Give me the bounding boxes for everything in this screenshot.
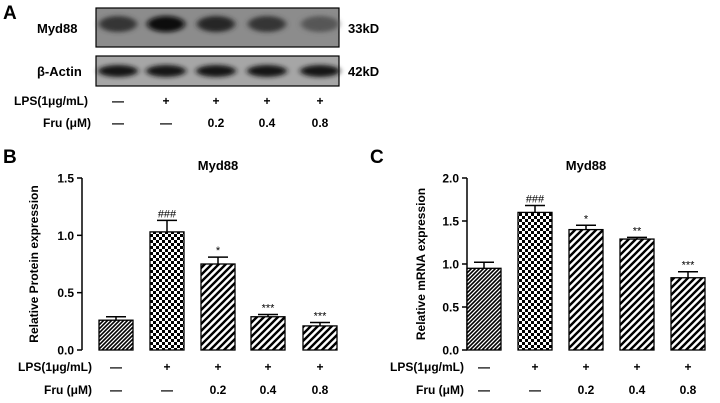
significance-label-2: ### xyxy=(526,194,545,206)
panel-b-letter: B xyxy=(3,147,17,168)
fru-value: — xyxy=(110,383,122,397)
actin-band-lane-5 xyxy=(300,65,340,77)
blot-myd88-bands xyxy=(99,16,339,32)
fru-value: — xyxy=(529,383,541,397)
panel-a-fru-value: 0.4 xyxy=(259,116,276,130)
bar-5 xyxy=(302,325,338,351)
y-tick-label: 1.0 xyxy=(442,258,459,272)
panel-a-lps-value: + xyxy=(162,94,169,108)
panel-a-letter: A xyxy=(3,3,17,24)
bar-2 xyxy=(517,211,553,351)
chart-c: Myd88 Relative mRNA expression 0.0 0.5 1.0 1.… xyxy=(390,158,706,397)
panel-c: C Myd88 Relative mRNA expression 0.0 0.5 1.0… xyxy=(370,147,706,397)
panel-b: B Myd88 Relative Protein expression 0.0 0.5… xyxy=(3,147,338,397)
panel-a-fru-value: — xyxy=(160,116,172,130)
significance-label-5: *** xyxy=(314,310,328,322)
panel-a-fru-value: — xyxy=(112,116,124,130)
bar-1 xyxy=(466,267,502,351)
bar-4 xyxy=(250,316,286,351)
lps-value: + xyxy=(684,360,691,374)
panel-a-lps-value: + xyxy=(316,94,323,108)
myd88-band-lane-5 xyxy=(301,16,339,32)
panel-a-lps-value: + xyxy=(263,94,270,108)
y-tick-label: 1.5 xyxy=(442,215,459,229)
panel-a-fru-value: 0.2 xyxy=(208,116,225,130)
fru-value: 0.2 xyxy=(210,383,227,397)
fru-row-label: Fru (μM) xyxy=(44,383,92,397)
lps-value: — xyxy=(478,360,490,374)
fru-value: 0.4 xyxy=(629,383,646,397)
significance-label-4: *** xyxy=(262,302,276,314)
significance-label-3: * xyxy=(584,213,589,225)
y-tick-label: 2.0 xyxy=(442,172,459,186)
significance-label-2: ### xyxy=(158,208,177,220)
significance-label-5: *** xyxy=(682,260,696,272)
lps-value: + xyxy=(214,360,221,374)
actin-band-lane-1 xyxy=(98,65,138,77)
lps-row-label: LPS(1μg/mL) xyxy=(18,360,92,374)
y-axis-label: Relative mRNA expression xyxy=(414,188,428,340)
lps-value: + xyxy=(531,360,538,374)
bar-4 xyxy=(619,238,655,351)
bar-2 xyxy=(149,231,185,351)
blot-actin-size-label: 42kD xyxy=(348,64,379,79)
panel-a-lps-label: LPS(1μg/mL) xyxy=(14,94,88,108)
significance-label-3: * xyxy=(216,245,221,257)
fru-row-label: Fru (μM) xyxy=(416,383,464,397)
panel-a: A Myd88 33kD β-Actin 42kD LPS(1μg/mL) Fr… xyxy=(3,3,379,130)
fru-value: — xyxy=(161,383,173,397)
bar-1 xyxy=(98,319,134,351)
myd88-band-lane-3 xyxy=(197,16,235,32)
bar-5 xyxy=(670,277,706,351)
y-tick-label: 1.5 xyxy=(57,172,74,186)
blot-myd88-protein-label: Myd88 xyxy=(37,21,77,36)
fru-value: — xyxy=(478,383,490,397)
lps-value: + xyxy=(264,360,271,374)
panel-a-fru-value: 0.8 xyxy=(312,116,329,130)
y-axis-label: Relative Protein expression xyxy=(27,185,41,342)
lps-value: + xyxy=(163,360,170,374)
actin-band-lane-4 xyxy=(247,65,287,77)
chart-b: Myd88 Relative Protein expression 0.0 0.5 1.… xyxy=(18,158,338,397)
panel-a-condition-values: — + + + + — — 0.2 0.4 0.8 xyxy=(112,94,329,130)
y-tick-label: 0.5 xyxy=(442,301,459,315)
actin-band-lane-3 xyxy=(196,65,236,77)
blot-actin-protein-label: β-Actin xyxy=(37,64,82,79)
bar-3 xyxy=(568,228,604,351)
y-tick-label: 0.0 xyxy=(57,344,74,358)
blot-actin-bands xyxy=(98,65,340,77)
lps-value: + xyxy=(633,360,640,374)
panel-a-lps-value: — xyxy=(112,94,124,108)
y-tick-label: 0.5 xyxy=(57,286,74,300)
myd88-band-lane-4 xyxy=(248,16,286,32)
blot-myd88: Myd88 33kD xyxy=(37,7,379,48)
bar-3 xyxy=(200,263,236,351)
panel-a-fru-label: Fru (μM) xyxy=(43,116,91,130)
myd88-band-lane-1 xyxy=(99,16,137,32)
chart-title: Myd88 xyxy=(198,158,238,173)
panel-c-letter: C xyxy=(370,147,384,168)
myd88-band-lane-2 xyxy=(147,16,185,32)
fru-value: 0.4 xyxy=(260,383,277,397)
chart-title: Myd88 xyxy=(566,158,606,173)
fru-value: 0.8 xyxy=(680,383,697,397)
actin-band-lane-2 xyxy=(146,65,186,77)
lps-value: + xyxy=(316,360,323,374)
blot-actin: β-Actin 42kD xyxy=(37,55,379,87)
lps-value: — xyxy=(110,360,122,374)
y-tick-label: 0.0 xyxy=(442,344,459,358)
significance-label-4: ** xyxy=(633,225,642,237)
fru-value: 0.8 xyxy=(312,383,329,397)
fru-value: 0.2 xyxy=(578,383,595,397)
lps-value: + xyxy=(582,360,589,374)
panel-a-lps-value: + xyxy=(212,94,219,108)
blot-myd88-size-label: 33kD xyxy=(348,21,379,36)
y-tick-label: 1.0 xyxy=(57,229,74,243)
lps-row-label: LPS(1μg/mL) xyxy=(390,360,464,374)
